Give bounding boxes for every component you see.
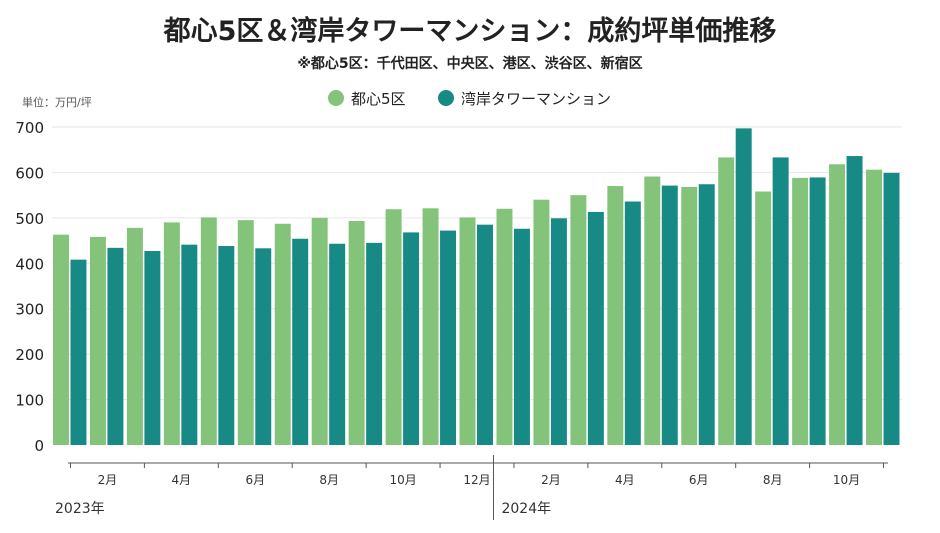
y-tick-label: 100 xyxy=(15,392,44,410)
y-tick-label: 300 xyxy=(15,301,44,319)
legend-label-tokyo5: 都心5区 xyxy=(351,90,406,108)
bar-bayside xyxy=(181,244,198,445)
bar-tokyo5 xyxy=(89,236,106,445)
bar-bayside xyxy=(772,157,789,446)
year-label: 2024年 xyxy=(501,501,551,517)
bar-bayside xyxy=(624,201,641,445)
bar-bayside xyxy=(144,251,161,445)
bar-tokyo5 xyxy=(163,222,180,445)
x-tick-label: 4月 xyxy=(615,473,635,487)
bar-tokyo5 xyxy=(607,186,624,446)
y-tick-label: 200 xyxy=(15,346,44,364)
y-tick-label: 600 xyxy=(15,164,44,182)
bar-tokyo5 xyxy=(459,217,476,445)
bar-bayside xyxy=(883,172,900,445)
y-tick-label: 400 xyxy=(15,255,44,273)
bar-tokyo5 xyxy=(274,223,291,445)
bar-tokyo5 xyxy=(718,157,735,446)
bar-bayside xyxy=(255,248,272,445)
bar-tokyo5 xyxy=(422,208,439,445)
bar-bayside xyxy=(735,128,752,445)
bar-bayside xyxy=(329,243,346,445)
bar-bayside xyxy=(70,259,87,445)
x-tick-label: 4月 xyxy=(172,473,192,487)
bar-bayside xyxy=(661,185,678,446)
bar-tokyo5 xyxy=(866,169,883,445)
x-tick-label: 10月 xyxy=(389,473,416,487)
bar-bayside xyxy=(846,156,863,445)
x-tick-label: 2月 xyxy=(541,473,561,487)
bar-bayside xyxy=(366,242,383,445)
bar-tokyo5 xyxy=(53,234,69,445)
y-tick-label: 0 xyxy=(34,437,44,455)
bar-tokyo5 xyxy=(644,176,661,445)
bar-bayside xyxy=(218,246,235,445)
x-tick-label: 6月 xyxy=(689,473,709,487)
y-tick-label: 500 xyxy=(15,210,44,228)
legend-marker-tokyo5 xyxy=(328,90,344,106)
bar-tokyo5 xyxy=(311,217,328,445)
x-tick-label: 8月 xyxy=(763,473,783,487)
year-label: 2023年 xyxy=(55,501,105,517)
bar-tokyo5 xyxy=(496,208,513,445)
x-tick-label: 10月 xyxy=(833,473,860,487)
bar-bayside xyxy=(587,211,604,445)
x-tick-label: 12月 xyxy=(463,473,490,487)
bar-tokyo5 xyxy=(755,191,772,445)
bar-tokyo5 xyxy=(681,186,698,446)
chart-title: 都心5区＆湾岸タワーマンション：成約坪単価推移 xyxy=(163,15,777,47)
bar-tokyo5 xyxy=(348,221,365,445)
bar-tokyo5 xyxy=(200,217,217,445)
bar-bayside xyxy=(107,247,124,445)
x-tick-label: 8月 xyxy=(319,473,339,487)
bar-tokyo5 xyxy=(792,177,809,445)
bar-tokyo5 xyxy=(570,195,587,445)
x-tick-label: 6月 xyxy=(245,473,265,487)
chart-subtitle: ※都心5区：千代田区、中央区、港区、渋谷区、新宿区 xyxy=(297,55,642,72)
bar-tokyo5 xyxy=(126,227,143,445)
bar-tokyo5 xyxy=(237,220,254,445)
bar-bayside xyxy=(440,230,457,445)
legend: 都心5区 湾岸タワーマンション xyxy=(328,90,611,108)
y-axis-unit-label: 単位：万円/坪 xyxy=(22,95,92,109)
bar-bayside xyxy=(513,228,530,445)
bar-bayside xyxy=(292,238,309,445)
bar-bayside xyxy=(698,184,715,446)
bar-bayside xyxy=(477,224,493,445)
bar-tokyo5 xyxy=(533,199,550,445)
legend-marker-bayside xyxy=(438,90,454,106)
bar-bayside xyxy=(809,177,826,445)
bar-bayside xyxy=(403,232,420,445)
bar-bayside xyxy=(550,218,567,445)
x-tick-label: 2月 xyxy=(98,473,118,487)
bar-tokyo5 xyxy=(385,209,402,445)
bar-tokyo5 xyxy=(829,164,846,445)
y-tick-label: 700 xyxy=(15,119,44,137)
legend-label-bayside: 湾岸タワーマンション xyxy=(461,90,611,108)
